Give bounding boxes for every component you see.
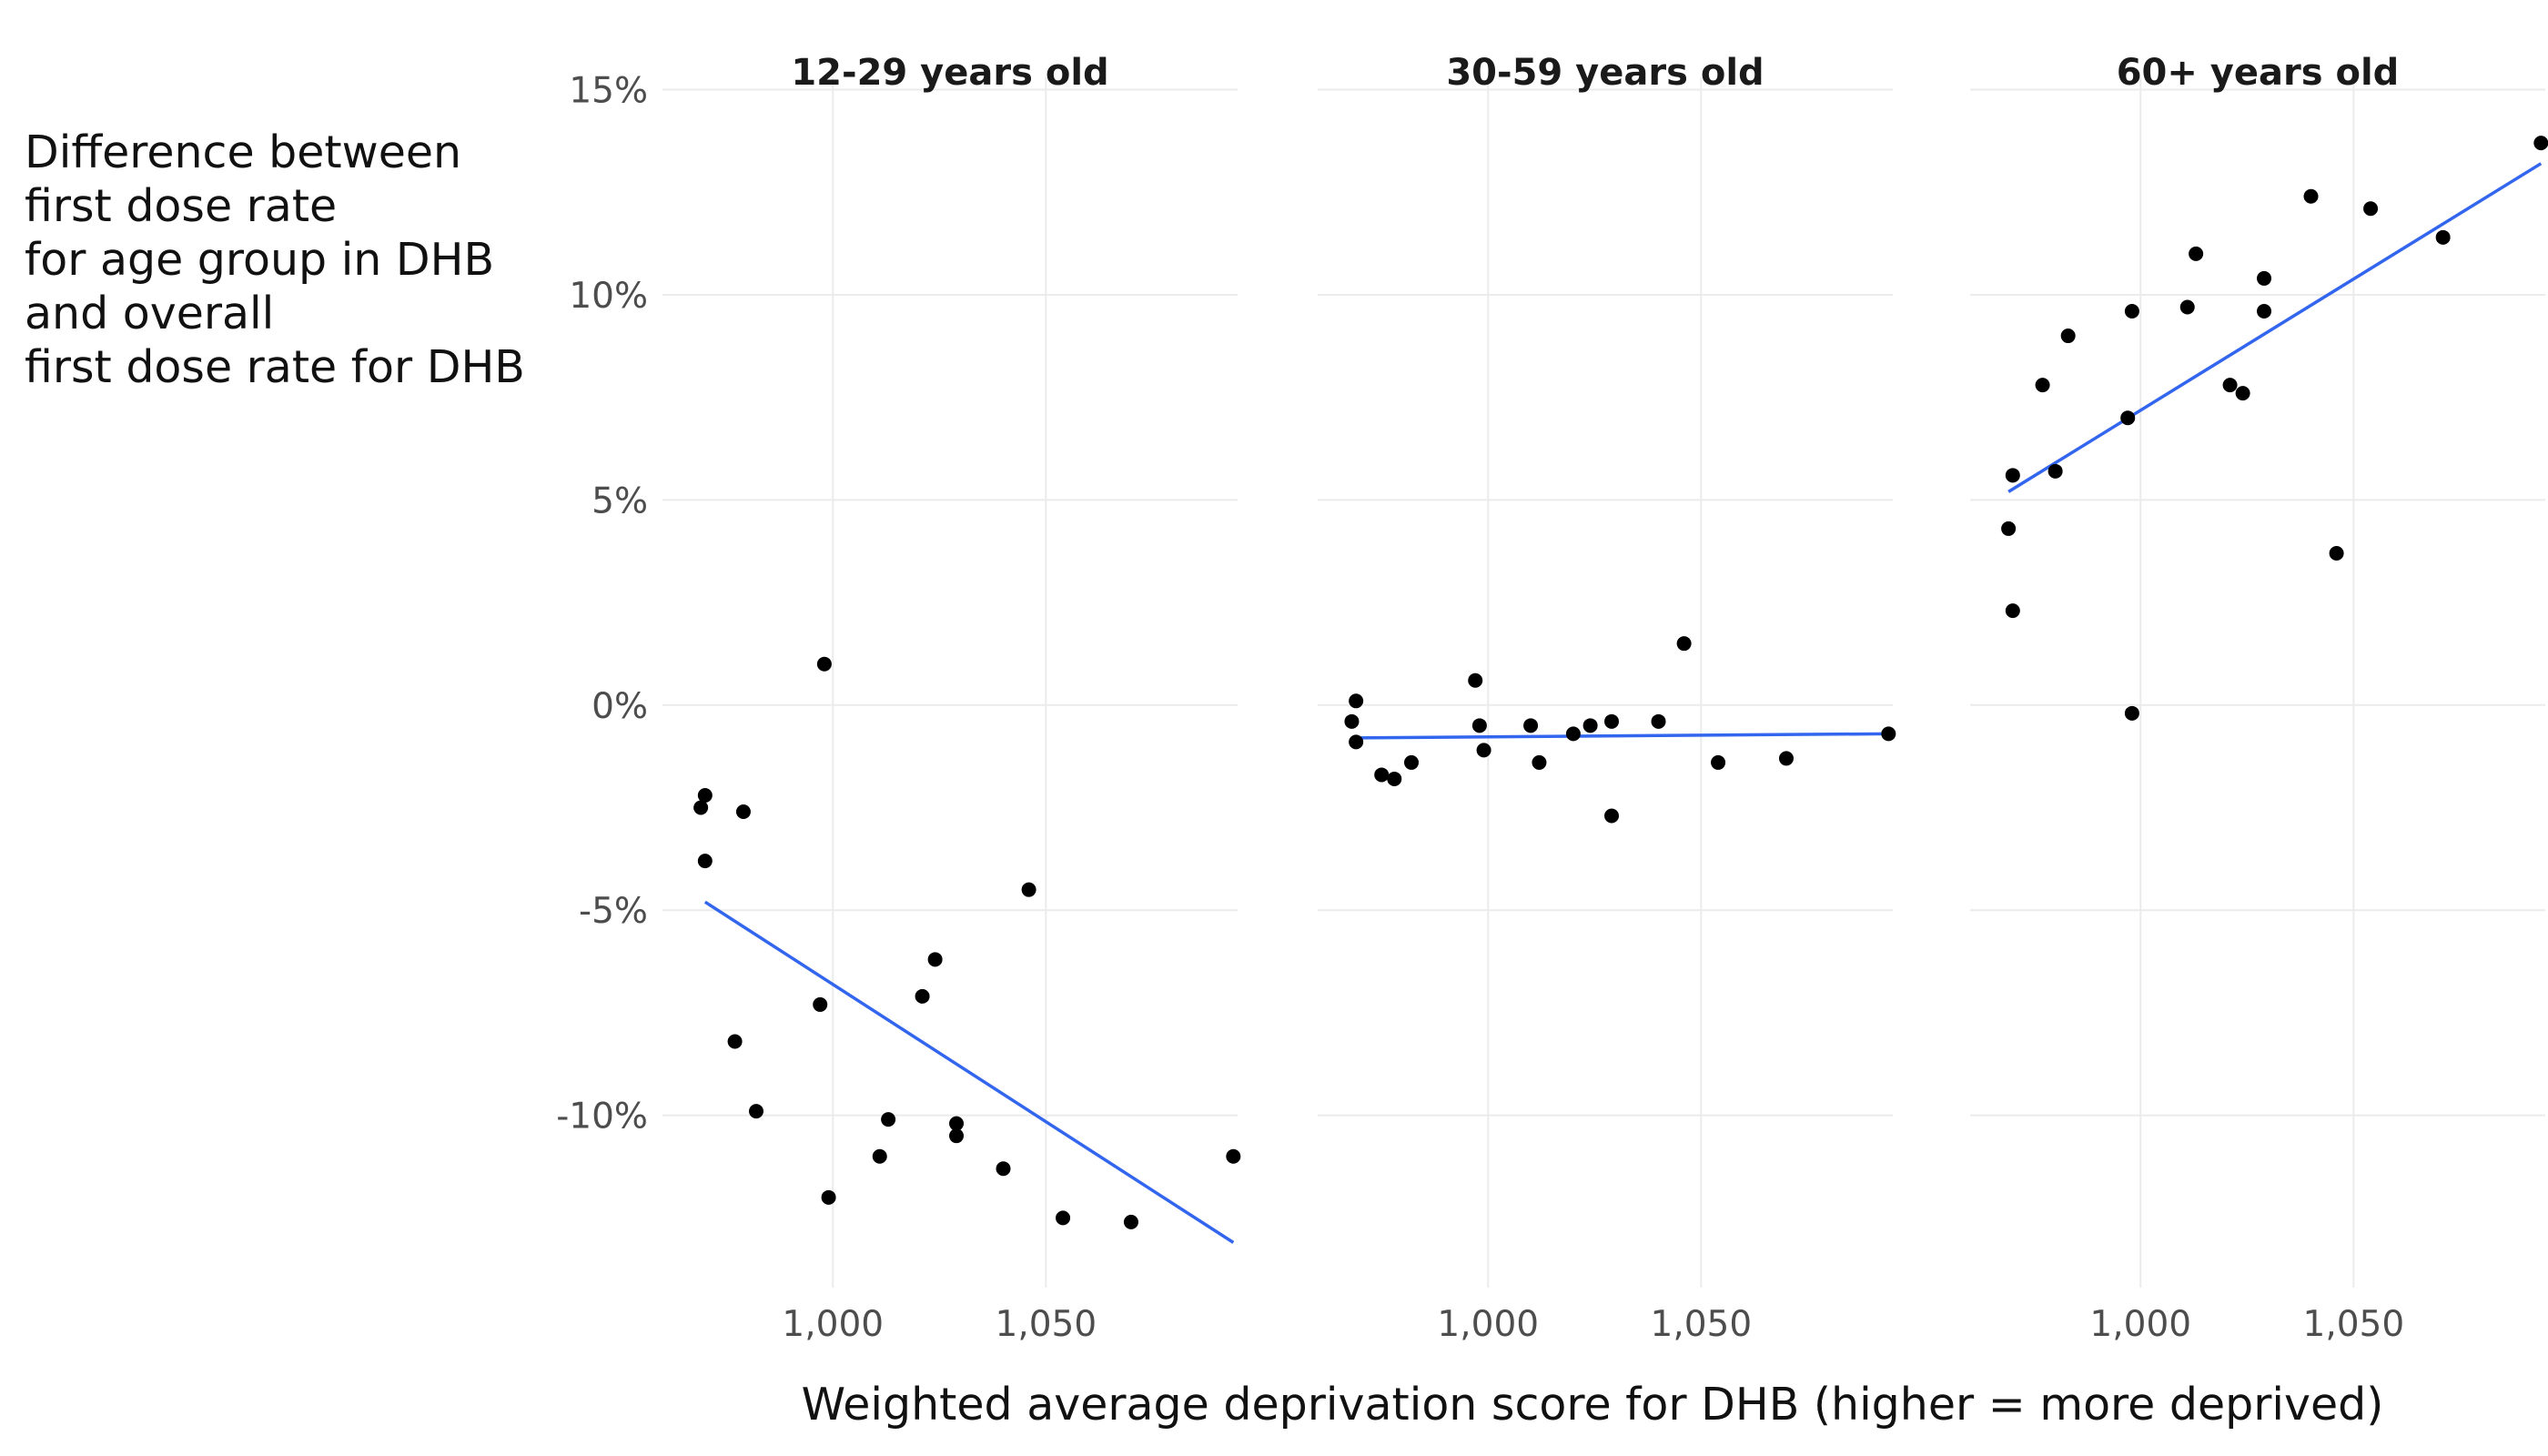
data-point	[816, 656, 832, 672]
data-point	[1523, 718, 1539, 733]
x-axis-label: Weighted average deprivation score for D…	[801, 1379, 2384, 1431]
x-tick-label: 1,050	[1651, 1304, 1753, 1345]
data-point	[735, 804, 751, 820]
data-point	[2048, 463, 2063, 479]
data-point	[727, 1034, 743, 1049]
y-axis-label-line: Difference between	[25, 126, 462, 178]
data-point	[1604, 713, 1620, 729]
facet-panel: 60+ years old 1,000 1,050	[1970, 52, 2548, 1345]
data-point	[949, 1128, 965, 1144]
data-point	[1349, 734, 1364, 750]
y-tick-label: 0%	[592, 686, 648, 727]
trend-line	[703, 900, 1235, 1244]
facet-panel: 12-29 years old 1,000 1,050	[662, 52, 1241, 1345]
trend-line	[1356, 732, 1889, 740]
data-point	[1374, 767, 1390, 783]
trend-line	[2007, 162, 2543, 493]
data-point	[2533, 136, 2548, 151]
data-point	[2001, 521, 2017, 536]
data-point	[1778, 751, 1794, 766]
facet-title: 12-29 years old	[791, 52, 1108, 94]
x-tick-label: 1,000	[2089, 1304, 2191, 1345]
y-axis-label-line: first dose rate	[25, 180, 338, 232]
data-point	[996, 1161, 1011, 1177]
data-point	[2120, 410, 2136, 426]
data-point	[2222, 378, 2238, 393]
data-point	[813, 996, 828, 1012]
data-point	[2005, 468, 2020, 483]
data-point	[2189, 246, 2204, 261]
data-point	[2257, 270, 2272, 286]
data-point	[1349, 693, 1364, 709]
y-tick-label: 15%	[569, 71, 648, 112]
data-point	[1565, 726, 1581, 742]
data-point	[915, 988, 930, 1004]
data-point	[881, 1112, 896, 1127]
data-point	[821, 1189, 836, 1205]
data-point	[2363, 201, 2379, 217]
data-point	[1056, 1210, 1071, 1226]
data-point	[693, 800, 709, 815]
y-tick-label: -10%	[556, 1097, 648, 1138]
data-point	[1403, 754, 1419, 770]
data-point	[748, 1104, 763, 1119]
data-point	[697, 854, 713, 869]
facet-title: 30-59 years old	[1446, 52, 1764, 94]
x-tick-label: 1,000	[782, 1304, 884, 1345]
data-point	[1651, 713, 1666, 729]
data-point	[2035, 378, 2050, 393]
data-point	[2235, 386, 2250, 401]
y-axis-label-line: for age group in DHB	[25, 234, 495, 286]
data-point	[2435, 229, 2451, 245]
data-point	[1226, 1148, 1241, 1164]
data-point	[1468, 672, 1483, 688]
data-point	[1344, 713, 1360, 729]
data-point	[697, 787, 713, 803]
data-point	[2303, 188, 2319, 204]
data-point	[1476, 743, 1491, 758]
data-point	[2179, 299, 2195, 315]
data-point	[949, 1116, 965, 1131]
data-point	[2060, 329, 2076, 344]
y-tick-label: 10%	[569, 276, 648, 317]
x-tick-label: 1,050	[2303, 1304, 2405, 1345]
y-tick-label: -5%	[579, 891, 648, 932]
data-point	[1387, 771, 1402, 786]
data-point	[1123, 1214, 1138, 1229]
facet-panel: 30-59 years old 1,000 1,050	[1318, 52, 1896, 1345]
data-point	[2124, 303, 2139, 318]
data-point	[2329, 545, 2344, 561]
data-point	[2257, 303, 2272, 318]
data-point	[1532, 754, 1547, 770]
x-tick-label: 1,050	[996, 1304, 1097, 1345]
data-point	[1711, 754, 1726, 770]
y-tick-label: 5%	[592, 480, 648, 521]
data-point	[927, 952, 943, 967]
data-point	[1604, 808, 1620, 824]
data-point	[1676, 636, 1692, 652]
y-axis-label-line: and overall	[25, 288, 275, 339]
data-point	[1881, 726, 1896, 742]
y-axis-label: Difference between first dose rate for a…	[25, 126, 534, 394]
data-point	[1021, 882, 1036, 897]
data-point	[2124, 705, 2139, 721]
facet-title: 60+ years old	[2117, 52, 2400, 94]
x-tick-label: 1,000	[1437, 1304, 1539, 1345]
data-point	[872, 1148, 887, 1164]
data-point	[2005, 603, 2020, 619]
data-point	[1471, 718, 1487, 733]
y-axis-label-line: first dose rate for DHB	[25, 341, 525, 393]
data-point	[1582, 718, 1598, 733]
